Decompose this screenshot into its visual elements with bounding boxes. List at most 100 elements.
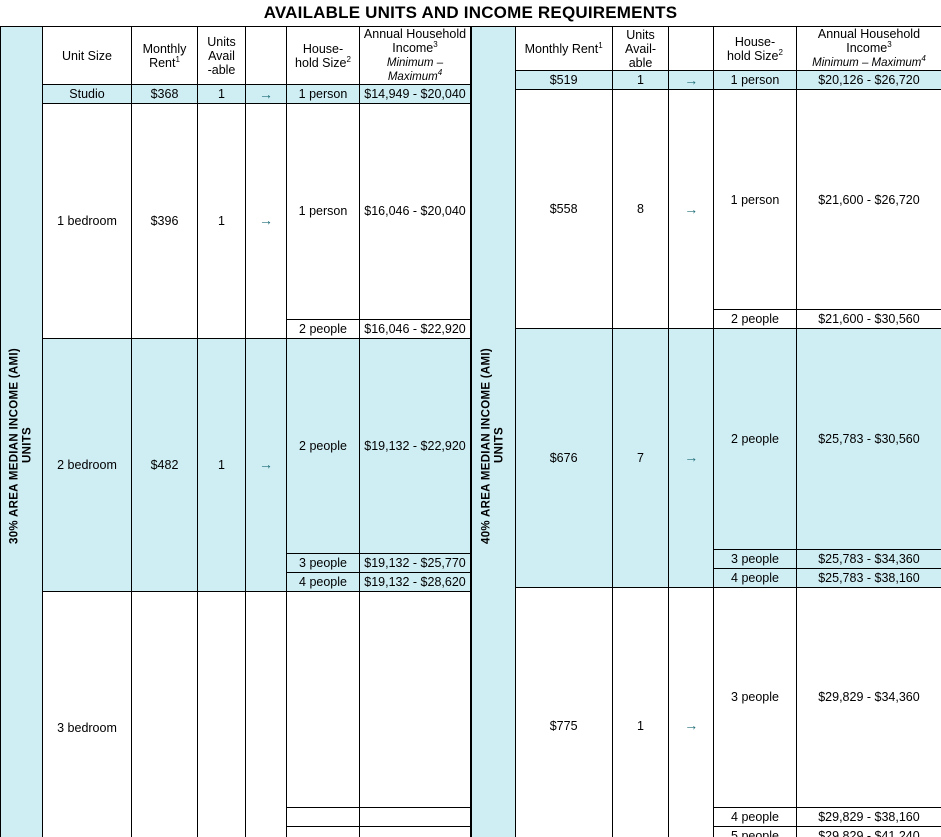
section-ami-40: 40% AREA MEDIAN INCOME (AMI) UNITS Monthl… <box>471 26 941 837</box>
cell-units-available: 1 <box>197 337 246 593</box>
header-unit-size: Unit Size <box>42 26 132 85</box>
cell-monthly-rent <box>131 591 198 837</box>
arrow-icon: → <box>245 103 287 339</box>
table-row: $676 7 → 2 people $25,783 - $30,560 <box>472 328 941 588</box>
band-right: 40% AREA MEDIAN INCOME (AMI) UNITS Monthl… <box>471 26 941 837</box>
cell-monthly-rent: $519 <box>514 70 613 90</box>
section-header-row: 40% AREA MEDIAN INCOME (AMI) UNITS Monthl… <box>471 26 941 837</box>
cell-monthly-rent: $396 <box>131 103 198 339</box>
cell-annual-income: $29,829 - $38,160 <box>795 807 941 827</box>
cell-monthly-rent: $558 <box>514 88 613 330</box>
header-arrow-spacer <box>668 26 715 71</box>
cell-annual-income: $19,132 - $28,620 <box>359 572 471 593</box>
table-row: 1 bedroom $396 1 → 1 person $16,046 - $20,040 <box>1 103 471 339</box>
cell-household-size: 4 people <box>713 567 797 588</box>
table-row: 2 bedroom $482 1 → 2 people $19,132 - $22,920 <box>1 337 471 593</box>
cell-monthly-rent: $775 <box>514 586 613 837</box>
cell-household-size: 2 people <box>286 318 360 339</box>
cell-unit-size: 1 bedroom <box>42 103 132 339</box>
ami-tables-root: 30% AREA MEDIAN INCOME (AMI) UNITS Unit S… <box>0 26 941 837</box>
cell-unit-size: Studio <box>42 84 132 104</box>
table-row: Studio $368 1 → 1 person $14,949 - $20,040 <box>1 84 471 104</box>
cell-monthly-rent: $368 <box>131 84 198 104</box>
table-row <box>1 807 471 827</box>
cell-household-size: 5 people <box>713 826 797 837</box>
table-row <box>1 826 471 837</box>
cell-unit-size: 2 bedroom <box>42 337 132 593</box>
cell-household-size: 4 people <box>286 572 360 593</box>
header-arrow-spacer <box>245 26 287 85</box>
table-row: 4 people $29,829 - $38,160 <box>472 807 941 827</box>
cell-household-size <box>286 807 360 827</box>
header-household-size: House-hold Size2 <box>713 26 797 71</box>
table-row: $558 8 → 1 person $21,600 - $26,720 <box>472 88 941 330</box>
cell-household-size: 3 people <box>713 548 797 569</box>
cell-household-size: 1 person <box>286 84 360 104</box>
cell-annual-income: $25,783 - $38,160 <box>795 567 941 588</box>
cell-household-size <box>286 826 360 837</box>
table-row: 4 people $25,783 - $38,160 <box>472 567 941 588</box>
cell-units-available: 7 <box>611 328 670 588</box>
cell-units-available: 1 <box>197 103 246 339</box>
cell-household-size: 4 people <box>713 807 797 827</box>
table-row: 5 people $29,829 - $41,240 <box>472 826 941 837</box>
cell-household-size <box>286 591 360 808</box>
cell-household-size: 1 person <box>713 88 797 311</box>
cell-annual-income: $16,046 - $20,040 <box>359 103 471 320</box>
cell-annual-income: $14,949 - $20,040 <box>359 84 471 104</box>
cell-household-size: 1 person <box>713 70 797 90</box>
header-household-size: House-hold Size2 <box>286 26 360 85</box>
cell-annual-income: $21,600 - $26,720 <box>795 88 941 311</box>
cell-annual-income: $21,600 - $30,560 <box>795 309 941 330</box>
arrow-icon: → <box>668 88 715 330</box>
cell-household-size: 2 people <box>286 337 360 555</box>
cell-monthly-rent: $676 <box>514 328 613 588</box>
cell-annual-income <box>359 826 471 837</box>
table-row: 3 bedroom <box>1 591 471 837</box>
cell-units-available: 8 <box>611 88 670 330</box>
arrow-icon: → <box>668 586 715 837</box>
cell-unit-size: 3 bedroom <box>42 591 132 837</box>
cell-annual-income: $25,783 - $34,360 <box>795 548 941 569</box>
table-row: 2 people $21,600 - $30,560 <box>472 309 941 330</box>
cell-monthly-rent: $482 <box>131 337 198 593</box>
arrow-icon: → <box>668 70 715 90</box>
table-row: 3 people $19,132 - $25,770 <box>1 553 471 574</box>
cell-units-available: 1 <box>197 84 246 104</box>
band-left: 30% AREA MEDIAN INCOME (AMI) UNITS Unit S… <box>0 26 471 837</box>
cell-household-size: 2 people <box>713 309 797 330</box>
arrow-icon: → <box>245 84 287 104</box>
arrow-icon <box>245 591 287 837</box>
header-monthly-rent: Monthly Rent1 <box>131 26 198 85</box>
cell-household-size: 3 people <box>713 586 797 809</box>
ami-label-text: 30% AREA MEDIAN INCOME (AMI) UNITS <box>8 347 34 544</box>
arrow-icon: → <box>668 328 715 588</box>
table-row: 3 people $25,783 - $34,360 <box>472 548 941 569</box>
cell-annual-income: $19,132 - $22,920 <box>359 337 471 555</box>
cell-annual-income <box>359 591 471 808</box>
table-row: 4 people $19,132 - $28,620 <box>1 572 471 593</box>
header-annual-income: Annual Household Income3 Minimum – Maximum… <box>795 26 941 71</box>
header-monthly-rent: Monthly Rent1 <box>514 26 613 71</box>
table-row: $519 1 → 1 person $20,126 - $26,720 <box>472 70 941 90</box>
cell-annual-income: $16,046 - $22,920 <box>359 318 471 339</box>
ami-label-cell: 30% AREA MEDIAN INCOME (AMI) UNITS <box>0 26 43 837</box>
cell-household-size: 2 people <box>713 328 797 550</box>
cell-units-available: 1 <box>611 70 670 90</box>
cell-units-available <box>197 591 246 837</box>
cell-annual-income: $25,783 - $30,560 <box>795 328 941 550</box>
section-ami-30: 30% AREA MEDIAN INCOME (AMI) UNITS Unit S… <box>0 26 471 837</box>
arrow-icon: → <box>245 337 287 593</box>
ami-band-0: 30% AREA MEDIAN INCOME (AMI) UNITS Unit S… <box>0 26 941 837</box>
cell-household-size: 3 people <box>286 553 360 574</box>
table-row: $775 1 → 3 people $29,829 - $34,360 <box>472 586 941 837</box>
table-row: 2 people $16,046 - $22,920 <box>1 318 471 339</box>
cell-units-available: 1 <box>611 586 670 837</box>
ami-label-text: 40% AREA MEDIAN INCOME (AMI) UNITS <box>480 347 506 544</box>
ami-label-cell: 40% AREA MEDIAN INCOME (AMI) UNITS <box>471 26 516 837</box>
cell-annual-income: $20,126 - $26,720 <box>795 70 941 90</box>
header-annual-income: Annual Household Income3 Minimum – Maximum… <box>359 26 471 85</box>
